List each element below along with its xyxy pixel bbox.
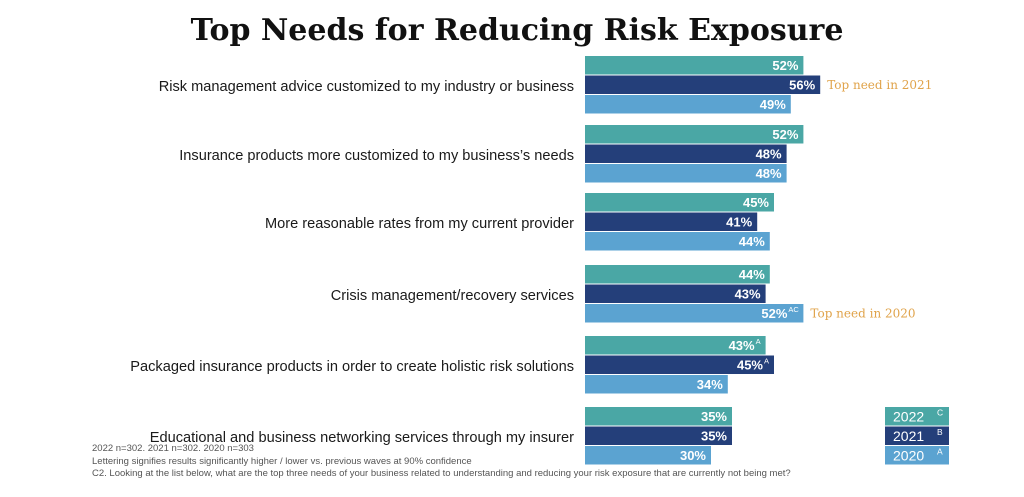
bar-2020: [585, 375, 728, 394]
annotation-label: Top need in 2021: [827, 78, 932, 92]
legend-label: 2021: [893, 428, 924, 444]
data-label: 34%: [697, 377, 723, 392]
bar-2021: [585, 284, 766, 303]
legend-label: 2022: [893, 409, 924, 425]
plot-area: Risk management advice customized to my …: [130, 56, 932, 465]
data-label: 52%: [772, 58, 798, 73]
legend-letter: C: [937, 408, 943, 418]
significance-letter: AC: [788, 305, 799, 314]
data-label: 30%: [680, 448, 706, 463]
bar-2021: [585, 75, 821, 94]
significance-letter: A: [764, 357, 769, 366]
legend-swatch-2022: [885, 407, 949, 426]
legend-letter: A: [937, 447, 943, 457]
footnote-lettering: Lettering signifies results significantl…: [92, 455, 472, 467]
data-label: 48%: [756, 147, 782, 162]
category-label: More reasonable rates from my current pr…: [265, 216, 574, 232]
data-label: 45%: [743, 195, 769, 210]
legend-swatch-2021: [885, 426, 949, 445]
data-label: 43%: [735, 287, 761, 302]
footnote-question: C2. Looking at the list below, what are …: [92, 468, 791, 479]
bar-2022: [585, 125, 804, 144]
data-label: 52%: [772, 127, 798, 142]
data-label: 44%: [739, 267, 765, 282]
bar-2022: [585, 407, 732, 426]
annotation-label: Top need in 2020: [810, 307, 915, 321]
category-label: Educational and business networking serv…: [150, 430, 574, 446]
data-label: 56%: [789, 78, 815, 93]
bar-2022: [585, 193, 774, 212]
data-label: 35%: [701, 409, 727, 424]
category-label: Risk management advice customized to my …: [159, 79, 574, 95]
category-label: Insurance products more customized to my…: [179, 148, 574, 164]
bar-2022: [585, 56, 804, 75]
bar-2021: [585, 355, 774, 374]
chart-title: Top Needs for Reducing Risk Exposure: [191, 13, 844, 48]
bar-2020: [585, 164, 787, 183]
category-label: Crisis management/recovery services: [331, 288, 574, 304]
bar-2020: [585, 95, 791, 114]
data-label: 52%: [761, 306, 787, 321]
data-label: 49%: [760, 97, 786, 112]
legend-swatch-2020: [885, 446, 949, 465]
data-label: 35%: [701, 429, 727, 444]
data-label: 43%: [729, 338, 755, 353]
data-label: 48%: [756, 166, 782, 181]
data-label: 45%: [737, 358, 763, 373]
bar-2022: [585, 265, 770, 284]
data-label: 44%: [739, 234, 765, 249]
data-label: 41%: [726, 215, 752, 230]
bar-2021: [585, 426, 732, 445]
legend-letter: B: [937, 427, 943, 437]
bar-2022: [585, 336, 766, 355]
legend: 2022 C 2021 B 2020 A: [885, 407, 949, 465]
bar-2021: [585, 212, 758, 231]
bar-2020: [585, 304, 804, 323]
significance-letter: A: [756, 337, 761, 346]
bar-2020: [585, 232, 770, 251]
legend-label: 2020: [893, 448, 924, 464]
footnote-sample-sizes: 2022 n=302. 2021 n=302. 2020 n=303: [92, 443, 254, 454]
bar-2020: [585, 446, 711, 465]
footnotes: 2022 n=302. 2021 n=302. 2020 n=303 Lette…: [92, 443, 791, 481]
bar-2021: [585, 144, 787, 163]
category-label: Packaged insurance products in order to …: [130, 359, 574, 375]
